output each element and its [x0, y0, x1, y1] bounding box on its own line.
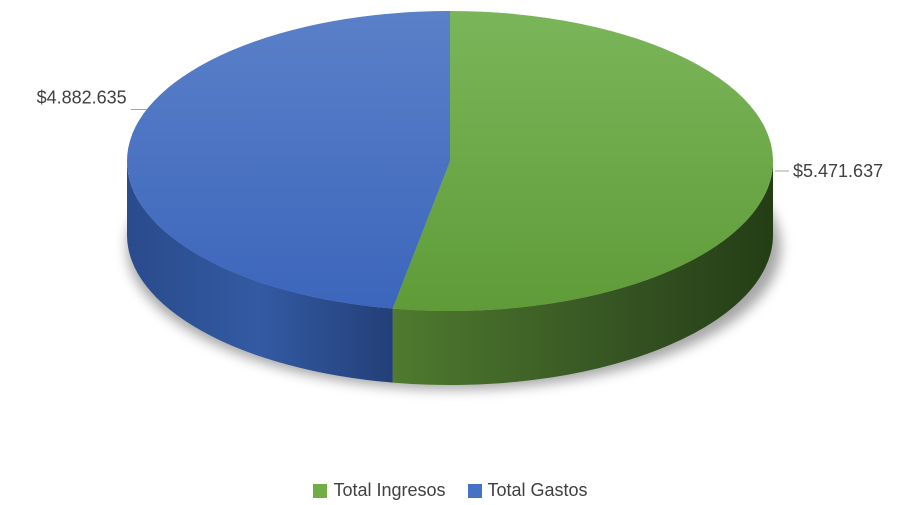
slice-total-gastos[interactable] [127, 11, 450, 309]
data-label-total-gastos: $4.882.635 [37, 87, 127, 107]
legend-swatch-total-gastos [467, 483, 482, 498]
legend-label-total-gastos: Total Gastos [487, 480, 588, 500]
pie-sides [127, 161, 773, 385]
slice-total-ingresos[interactable] [392, 11, 774, 311]
pie-tops [127, 11, 774, 311]
slice-side-total-gastos [127, 161, 393, 383]
slice-side-total-ingresos [392, 161, 773, 385]
legend-label-total-ingresos: Total Ingresos [333, 480, 446, 500]
legend: Total Ingresos Total Gastos [0, 480, 901, 501]
legend-item-total-gastos[interactable]: Total Gastos [467, 480, 588, 501]
legend-item-total-ingresos[interactable]: Total Ingresos [313, 480, 446, 501]
pie-data-labels: $5.471.637 $4.882.635 [37, 87, 884, 181]
legend-swatch-total-ingresos [313, 483, 328, 498]
data-label-total-ingresos: $5.471.637 [793, 161, 883, 181]
